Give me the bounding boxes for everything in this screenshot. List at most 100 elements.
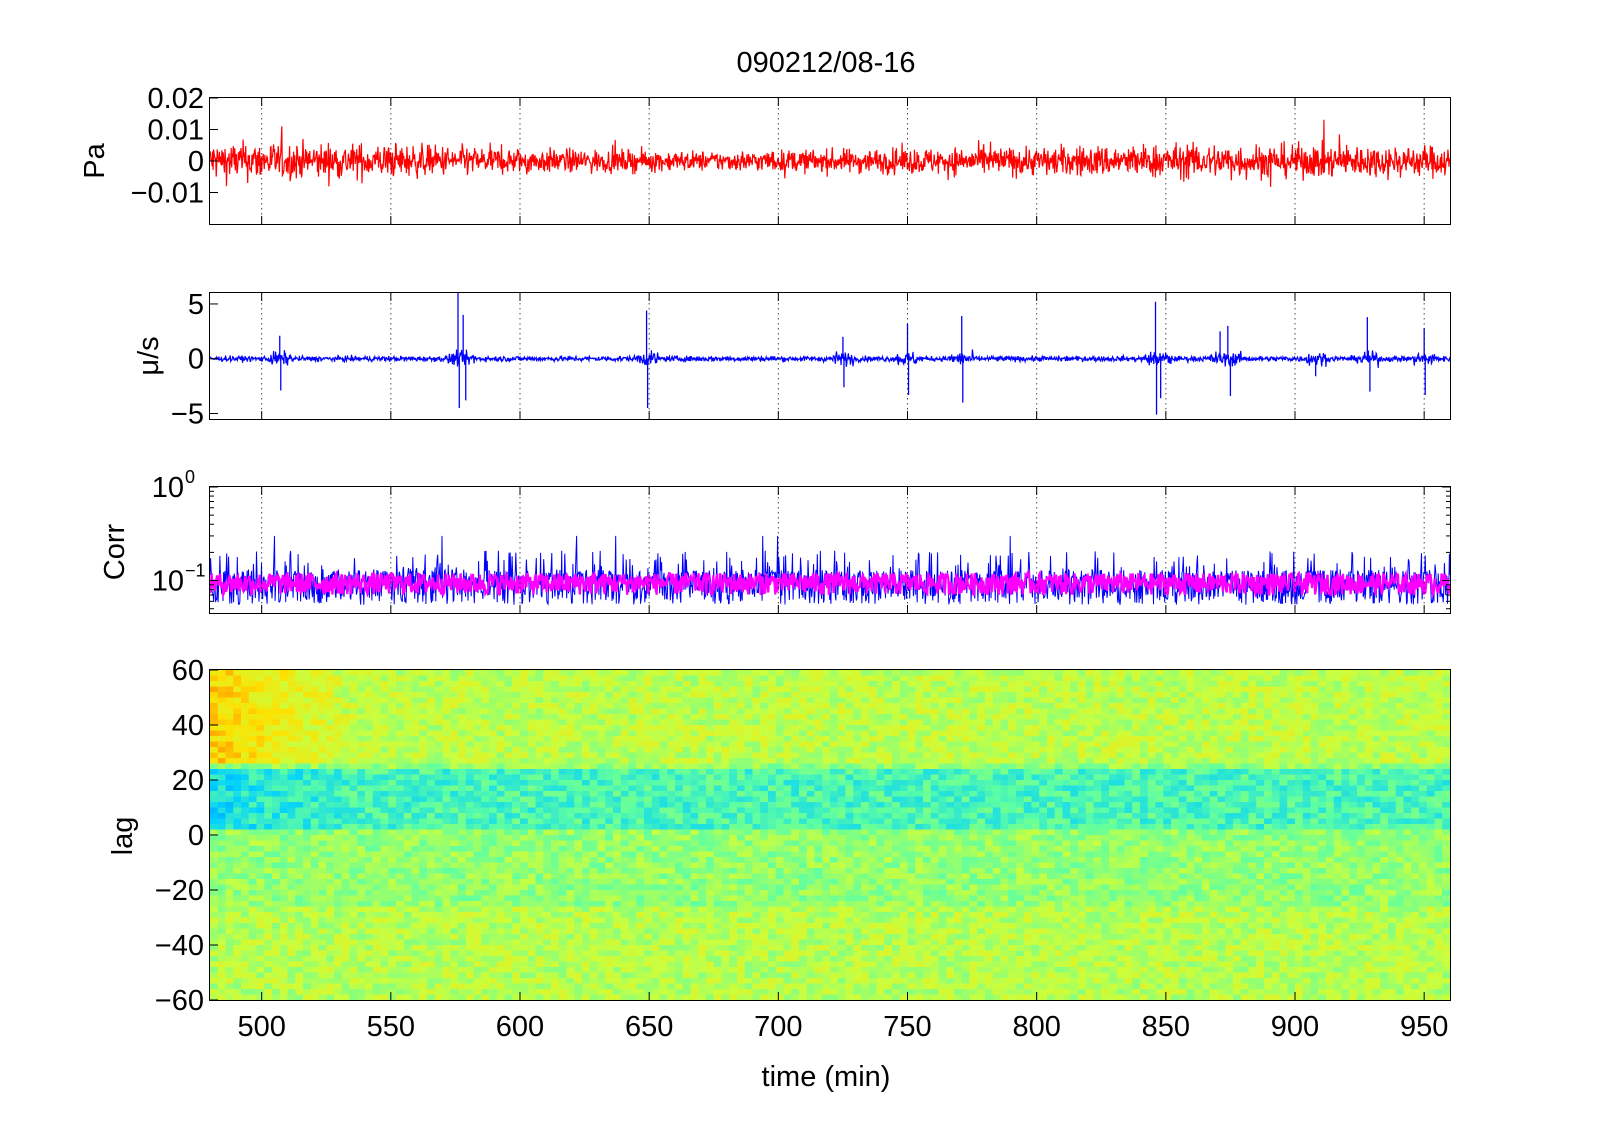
heatmap-cell xyxy=(760,747,769,754)
heatmap-cell xyxy=(372,708,382,715)
heatmap-cell xyxy=(675,917,684,924)
heatmap-cell xyxy=(496,967,506,974)
heatmap-cell xyxy=(628,807,637,814)
heatmap-cell xyxy=(682,697,692,704)
heatmap-cell xyxy=(799,950,808,957)
heatmap-cell xyxy=(760,791,769,798)
heatmap-cell xyxy=(775,989,785,996)
heatmap-cell xyxy=(783,829,792,836)
heatmap-cell xyxy=(791,901,800,908)
heatmap-cell xyxy=(411,670,420,677)
heatmap-cell xyxy=(388,670,397,677)
heatmap-cell xyxy=(388,736,397,743)
heatmap-cell xyxy=(458,989,467,996)
heatmap-cell xyxy=(613,983,622,990)
heatmap-cell xyxy=(450,670,459,677)
heatmap-cell xyxy=(248,802,258,809)
heatmap-cell xyxy=(318,719,327,726)
heatmap-cell xyxy=(822,747,831,754)
heatmap-cell xyxy=(721,840,730,847)
heatmap-cell xyxy=(574,879,583,886)
heatmap-cell xyxy=(272,681,281,688)
heatmap-cell xyxy=(357,994,366,1001)
heatmap-cell xyxy=(713,884,723,891)
heatmap-cell xyxy=(496,961,506,968)
heatmap-cell xyxy=(241,895,250,902)
heatmap-cell xyxy=(644,840,653,847)
heatmap-cell xyxy=(427,714,436,721)
heatmap-cell xyxy=(721,714,730,721)
heatmap-cell xyxy=(225,879,234,886)
heatmap-cell xyxy=(558,675,568,682)
heatmap-cell xyxy=(543,862,552,869)
heatmap-cell xyxy=(272,901,281,908)
heatmap-cell xyxy=(721,675,730,682)
heatmap-cell xyxy=(659,956,668,963)
heatmap-cell xyxy=(527,846,537,853)
heatmap-cell xyxy=(830,741,839,748)
heatmap-cell xyxy=(295,675,304,682)
heatmap-cell xyxy=(450,895,459,902)
heatmap-cell xyxy=(225,956,234,963)
heatmap-cell xyxy=(551,686,560,693)
heatmap-cell xyxy=(574,818,583,825)
heatmap-cell xyxy=(411,774,420,781)
heatmap-cell xyxy=(651,725,661,732)
heatmap-cell xyxy=(272,917,281,924)
heatmap-cell xyxy=(334,950,343,957)
heatmap-cell xyxy=(411,978,420,985)
heatmap-cell xyxy=(543,818,552,825)
heatmap-cell xyxy=(814,758,823,765)
heatmap-cell xyxy=(489,802,498,809)
heatmap-cell xyxy=(496,774,506,781)
heatmap-cell xyxy=(675,813,684,820)
heatmap-cell xyxy=(706,752,715,759)
heatmap-cell xyxy=(403,901,413,908)
heatmap-cell xyxy=(768,829,777,836)
heatmap-cell xyxy=(512,780,521,787)
heatmap-cell xyxy=(210,917,219,924)
heatmap-cell xyxy=(496,895,506,902)
heatmap-cell xyxy=(535,868,544,875)
heatmap-cell xyxy=(613,862,622,869)
heatmap-cell xyxy=(496,714,506,721)
heatmap-cell xyxy=(349,923,358,930)
heatmap-cell xyxy=(589,758,599,765)
heatmap-cell xyxy=(295,769,304,776)
heatmap-cell xyxy=(713,807,723,814)
heatmap-cell xyxy=(279,785,289,792)
heatmap-cell xyxy=(272,906,281,913)
heatmap-cell xyxy=(651,670,661,677)
heatmap-cell xyxy=(442,934,451,941)
heatmap-cell xyxy=(473,950,482,957)
heatmap-cell xyxy=(481,983,490,990)
heatmap-cell xyxy=(628,906,637,913)
heatmap-cell xyxy=(217,912,227,919)
heatmap-cell xyxy=(729,978,738,985)
heatmap-cell xyxy=(620,840,630,847)
heatmap-cell xyxy=(411,890,420,897)
heatmap-cell xyxy=(341,884,351,891)
heatmap-cell xyxy=(566,752,575,759)
heatmap-cell xyxy=(597,752,606,759)
heatmap-cell xyxy=(667,758,676,765)
heatmap-cell xyxy=(481,796,490,803)
heatmap-cell xyxy=(326,697,335,704)
heatmap-cell xyxy=(690,906,699,913)
heatmap-cell xyxy=(318,851,327,858)
heatmap-cell xyxy=(613,747,622,754)
heatmap-cell xyxy=(272,752,281,759)
heatmap-cell xyxy=(380,917,389,924)
heatmap-cell xyxy=(659,686,668,693)
heatmap-cell xyxy=(334,983,343,990)
heatmap-cell xyxy=(644,703,653,710)
heatmap-cell xyxy=(806,917,816,924)
heatmap-cell xyxy=(303,758,312,765)
heatmap-cell xyxy=(365,835,374,842)
heatmap-cell xyxy=(225,697,234,704)
heatmap-cell xyxy=(706,961,715,968)
heatmap-cell xyxy=(279,868,289,875)
heatmap-cell xyxy=(295,989,304,996)
heatmap-cell xyxy=(582,890,591,897)
heatmap-cell xyxy=(566,978,575,985)
